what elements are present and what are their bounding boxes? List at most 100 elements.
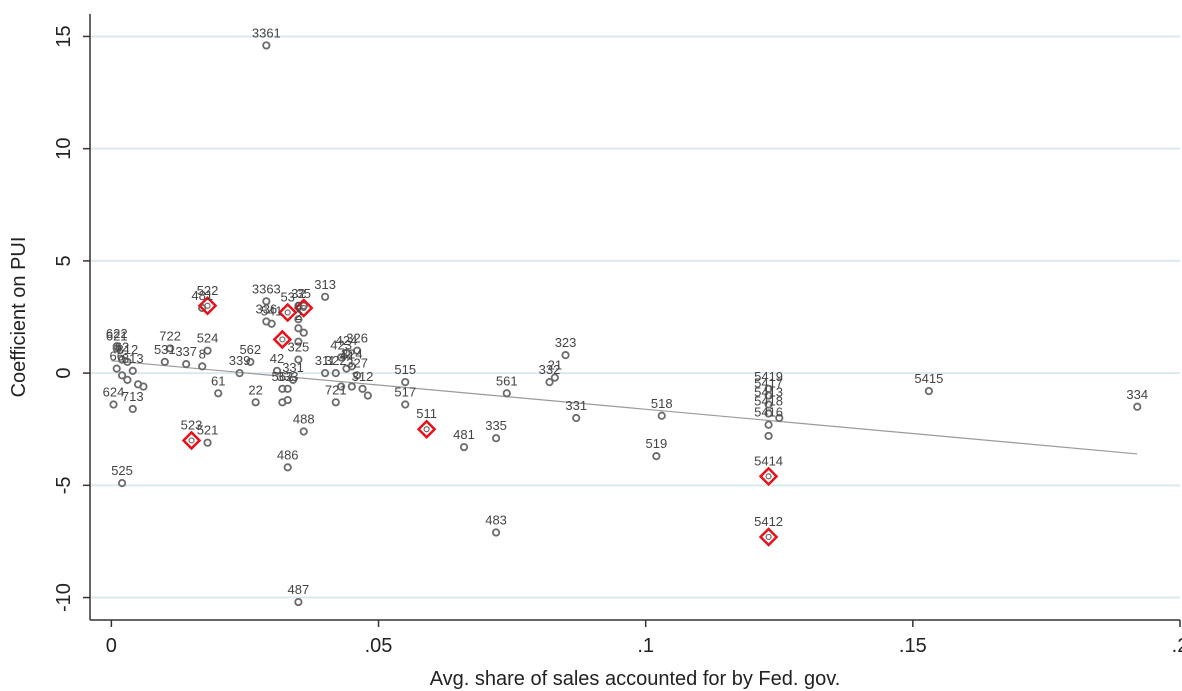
- point-label: 331: [282, 360, 304, 375]
- point-label: 333: [277, 369, 299, 384]
- data-point: [299, 301, 308, 310]
- point-label: 561: [496, 373, 518, 388]
- point-label: 35: [296, 286, 310, 301]
- point-label: 2: [295, 308, 302, 323]
- point-label: 5419: [754, 369, 783, 384]
- point-label: 525: [111, 463, 133, 478]
- highlighted-point-center: [279, 336, 286, 343]
- point-label: 325: [288, 340, 310, 355]
- point-label: 813: [122, 351, 144, 366]
- data-point: [133, 380, 143, 389]
- point-label: 519: [646, 436, 668, 451]
- y-tick-label: 5: [53, 255, 75, 266]
- point-label: 424: [336, 333, 358, 348]
- data-point: [283, 384, 292, 393]
- data-point: [764, 409, 773, 418]
- point-label: 336: [255, 301, 277, 316]
- data-point: [331, 369, 340, 378]
- data-point: [358, 384, 367, 393]
- data-point: [775, 413, 784, 423]
- data-point: [294, 315, 303, 324]
- point-label: 481: [191, 288, 213, 303]
- point-label: 515: [394, 362, 416, 377]
- data-point: [924, 386, 933, 396]
- data-point: [342, 348, 351, 358]
- point-label: 722: [159, 328, 181, 343]
- data-point: [262, 297, 271, 306]
- point-label: 327: [346, 355, 368, 370]
- y-tick-label: -5: [53, 476, 75, 494]
- data-point: [550, 373, 559, 382]
- point-label: 5417: [754, 376, 783, 391]
- data-point: [235, 369, 244, 378]
- x-axis-label: Avg. share of sales accounted for by Fed…: [430, 668, 841, 690]
- x-tick-label: 0: [106, 635, 117, 657]
- y-tick-label: 0: [53, 368, 75, 379]
- data-point: [160, 357, 169, 366]
- point-label: 486: [277, 447, 299, 462]
- point-label: 423: [330, 337, 352, 352]
- data-point: [251, 398, 260, 407]
- point-label: 8: [199, 346, 206, 361]
- data-point: [283, 395, 292, 405]
- y-axis-label: Coefficient on PUI: [8, 237, 30, 398]
- data-point: [117, 478, 127, 488]
- highlighted-point-center: [765, 473, 772, 480]
- highlighted-point-label: 523: [181, 417, 203, 432]
- data-point: [299, 328, 308, 337]
- axes: [89, 14, 1180, 621]
- data-point: [1133, 402, 1142, 411]
- point-label: 721: [325, 382, 347, 397]
- data-point: [320, 292, 330, 301]
- highlighted-point: [293, 298, 314, 318]
- point-label: 331: [565, 398, 587, 413]
- data-point: [283, 463, 292, 472]
- highlighted-point: [758, 466, 779, 487]
- point-label: 481: [453, 427, 475, 442]
- point-label: 624: [103, 385, 125, 400]
- highlighted-point: [181, 430, 202, 451]
- point-label: 713: [122, 389, 144, 404]
- grid-lines: [90, 35, 1180, 599]
- data-point: [572, 413, 581, 423]
- data-point: [299, 427, 308, 436]
- data-point: [294, 337, 303, 346]
- data-point: [182, 360, 191, 369]
- point-label: 312: [352, 369, 374, 384]
- data-point: [764, 391, 773, 400]
- data-point: [331, 398, 340, 407]
- highlighted-point-center: [765, 533, 772, 541]
- highlighted-point-label: 5412: [754, 514, 783, 529]
- data-point: [353, 371, 362, 380]
- point-label: 521: [197, 423, 219, 438]
- data-point: [278, 384, 287, 393]
- point-label: 812: [117, 342, 139, 357]
- data-point: [337, 382, 346, 391]
- data-point: [128, 404, 137, 414]
- fit-line: [111, 360, 1138, 455]
- point-label: 323: [555, 335, 577, 350]
- point-label: 21: [548, 358, 562, 373]
- point-label: 66: [109, 349, 123, 364]
- fit-line-group: [111, 360, 1138, 455]
- data-point: [657, 411, 666, 420]
- data-point: [267, 319, 276, 328]
- data-point: [203, 346, 212, 355]
- highlighted-point-label: 5414: [754, 453, 783, 468]
- data-point: [363, 391, 372, 400]
- data-point: [117, 371, 127, 380]
- point-label: 322: [325, 353, 347, 368]
- data-point: [112, 344, 121, 353]
- data-point: [401, 400, 410, 409]
- highlighted-point: [197, 296, 218, 316]
- data-point: [112, 364, 121, 373]
- data-point: [347, 382, 356, 391]
- point-label: 531: [154, 342, 176, 357]
- point-label: 32: [291, 286, 305, 301]
- point-label: 313: [314, 277, 336, 292]
- data-point: [502, 389, 511, 398]
- point-label: 6: [295, 299, 302, 314]
- point-label: 518: [651, 396, 673, 411]
- data-point: [561, 351, 570, 360]
